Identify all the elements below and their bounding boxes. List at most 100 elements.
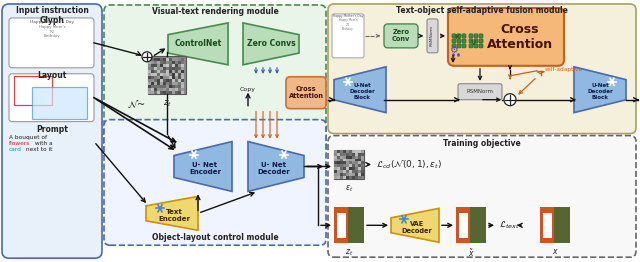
Bar [456, 207, 470, 243]
Bar [343, 150, 346, 152]
Text: next to it: next to it [24, 146, 52, 151]
Bar [340, 171, 343, 173]
Bar [358, 176, 361, 179]
Bar [151, 67, 154, 70]
Bar [172, 76, 175, 79]
Bar [346, 167, 349, 171]
Bar [166, 85, 169, 88]
Bar [346, 161, 349, 165]
Bar [352, 173, 355, 176]
Bar [160, 64, 163, 67]
Bar [166, 73, 169, 76]
Bar [178, 76, 181, 79]
Bar [169, 85, 172, 88]
Bar [166, 91, 169, 94]
Bar [169, 61, 172, 64]
Bar [157, 85, 160, 88]
Bar [181, 91, 184, 94]
Bar [160, 85, 163, 88]
Bar [172, 70, 175, 73]
Bar [355, 159, 358, 161]
Circle shape [504, 94, 516, 106]
Bar [340, 159, 343, 161]
Bar [346, 156, 349, 159]
Bar [181, 88, 184, 91]
Text: ControlNet: ControlNet [174, 39, 221, 48]
Bar [456, 207, 486, 243]
Bar [178, 58, 181, 61]
Bar [340, 150, 343, 152]
Bar [540, 207, 554, 243]
Text: Input instruction: Input instruction [15, 6, 88, 15]
Bar [32, 87, 87, 119]
Bar [181, 82, 184, 85]
Bar [346, 159, 349, 161]
Bar [163, 61, 166, 64]
Bar [358, 165, 361, 167]
Bar [172, 73, 175, 76]
Bar [157, 91, 160, 94]
Bar [352, 159, 355, 161]
Bar [160, 73, 163, 76]
Bar [181, 85, 184, 88]
FancyBboxPatch shape [457, 39, 461, 43]
Bar [154, 64, 157, 67]
Bar [181, 76, 184, 79]
Bar [337, 161, 340, 165]
Bar [337, 152, 340, 156]
Bar [175, 70, 178, 73]
Bar [361, 173, 364, 176]
Bar [148, 56, 186, 94]
Bar [160, 79, 163, 82]
FancyBboxPatch shape [9, 18, 94, 68]
Text: RSMNorm: RSMNorm [467, 89, 493, 94]
Bar [334, 173, 337, 176]
Bar [154, 79, 157, 82]
Bar [166, 70, 169, 73]
Bar [154, 91, 157, 94]
Bar [178, 61, 181, 64]
Bar [352, 165, 355, 167]
Bar [361, 156, 364, 159]
Bar [178, 67, 181, 70]
Text: flowers: flowers [9, 140, 30, 146]
Bar [157, 67, 160, 70]
Bar [151, 91, 154, 94]
Bar [154, 67, 157, 70]
Bar [148, 58, 151, 61]
Bar [169, 76, 172, 79]
Text: Happy Mother's Day: Happy Mother's Day [30, 20, 74, 24]
Bar [355, 176, 358, 179]
Bar [334, 207, 348, 243]
Bar [148, 70, 151, 73]
Bar [163, 82, 166, 85]
Bar [154, 61, 157, 64]
Bar [352, 150, 355, 152]
Bar [343, 173, 346, 176]
Bar [349, 173, 352, 176]
Bar [343, 161, 346, 165]
Bar [358, 167, 361, 171]
Text: $\mathcal{N}$~: $\mathcal{N}$~ [127, 98, 145, 110]
Bar [157, 79, 160, 82]
Bar [334, 167, 337, 171]
Text: Glyph: Glyph [40, 16, 65, 25]
FancyBboxPatch shape [427, 19, 438, 53]
Bar [175, 61, 178, 64]
FancyBboxPatch shape [457, 34, 461, 38]
Bar [355, 156, 358, 159]
Polygon shape [174, 141, 232, 192]
Bar [358, 171, 361, 173]
Bar [349, 150, 352, 152]
Bar [175, 76, 178, 79]
Bar [355, 171, 358, 173]
Bar [349, 152, 352, 156]
Bar [157, 64, 160, 67]
Bar [334, 150, 337, 152]
Bar [163, 88, 166, 91]
FancyBboxPatch shape [448, 8, 564, 66]
Bar [151, 70, 154, 73]
Bar [178, 88, 181, 91]
Bar [166, 58, 169, 61]
Bar [355, 173, 358, 176]
